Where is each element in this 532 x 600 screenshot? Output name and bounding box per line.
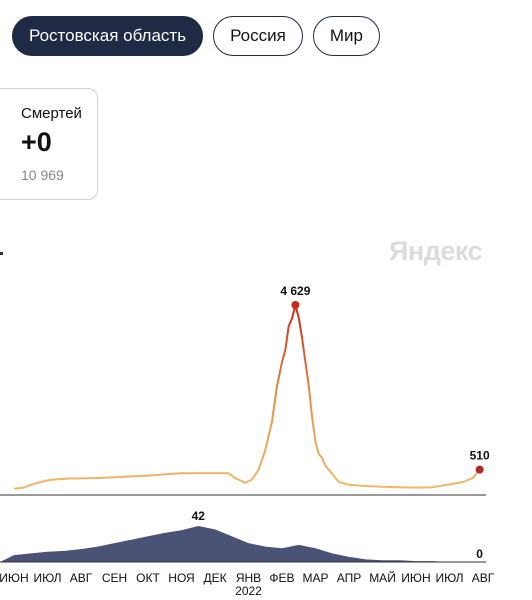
region-tabs: Ростовская область Россия Мир: [12, 16, 380, 56]
x-tick-label: ИЮЛ: [435, 571, 463, 585]
cases-peak-label: 4 629: [280, 284, 310, 298]
deaths-card-label: Смертей: [21, 105, 82, 122]
tab-world[interactable]: Мир: [312, 16, 380, 56]
x-tick-label: МАЙ: [369, 570, 396, 585]
deaths-card: Смертей +0 10 969: [0, 88, 98, 200]
yandex-logo: Яндекс: [389, 236, 483, 266]
x-tick-label: АВГ: [472, 571, 495, 585]
x-tick-label: АПР: [337, 571, 362, 585]
deaths-card-value: +0: [21, 127, 52, 157]
x-tick-label: МАР: [302, 571, 328, 585]
x-tick-label: ЯНВ: [236, 571, 261, 585]
tab-rostov-region[interactable]: Ростовская область: [12, 16, 204, 56]
x-tick-label: ФЕВ: [269, 571, 294, 585]
deaths-peak-label: 42: [192, 509, 206, 523]
x-tick-label: ДЕК: [203, 571, 226, 585]
tab-russia[interactable]: Россия: [213, 16, 303, 56]
edge-marker: [0, 252, 3, 255]
cases-last-marker: [475, 465, 484, 474]
x-tick-label: ИЮН: [0, 571, 29, 585]
x-tick-label: СЕН: [102, 571, 127, 585]
x-tick-label: ОКТ: [136, 571, 160, 585]
deaths-card-total: 10 969: [21, 167, 64, 183]
cases-last-label: 510: [470, 449, 490, 463]
x-tick-label: АВГ: [70, 571, 93, 585]
x-year-label: 2022: [235, 584, 262, 598]
x-tick-label: НОЯ: [168, 571, 194, 585]
deaths-last-label: 0: [476, 547, 483, 561]
cases-line: [13, 304, 481, 490]
x-tick-label: ИЮН: [401, 571, 430, 585]
cases-peak-marker: [291, 301, 300, 309]
x-tick-label: ИЮЛ: [33, 571, 61, 585]
deaths-area: [0, 526, 480, 562]
